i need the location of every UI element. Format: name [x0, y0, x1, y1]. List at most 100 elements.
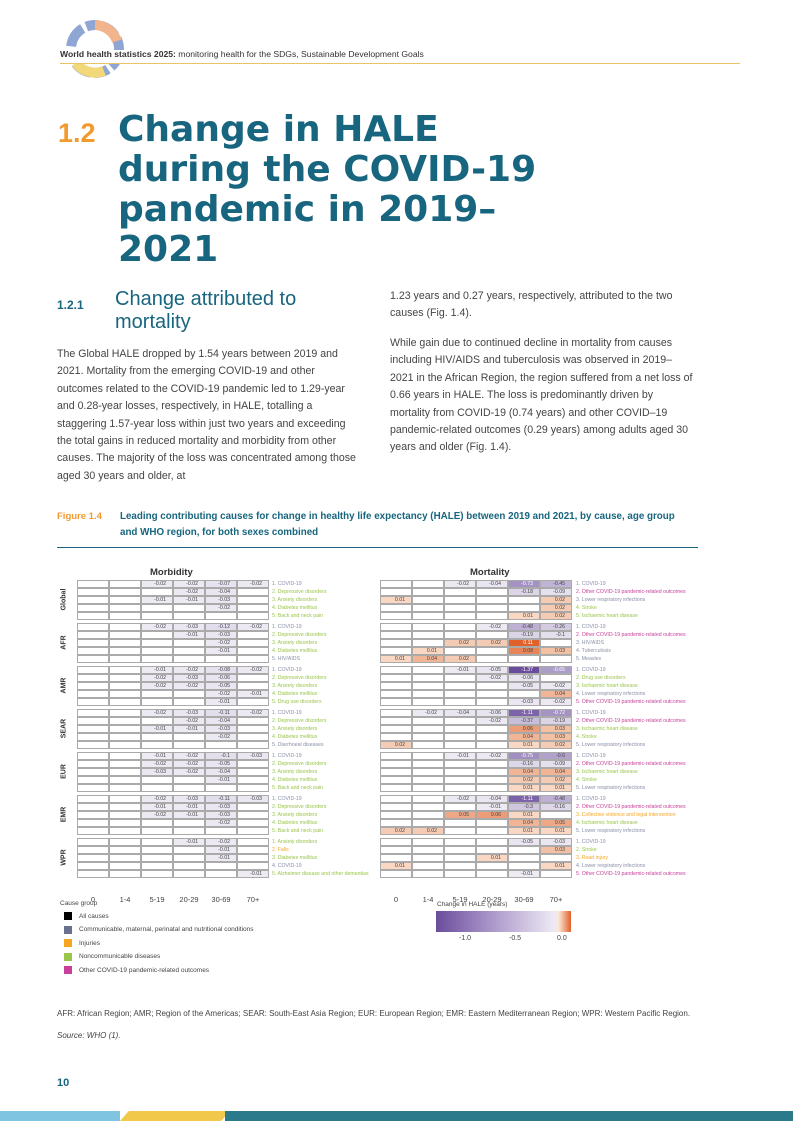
cause-label: 2. Depressive disorders [272, 804, 327, 810]
heatmap-cell [237, 588, 269, 596]
running-header: World health statistics 2025: monitoring… [60, 49, 424, 59]
heatmap-cell [508, 655, 540, 663]
heatmap-cell [237, 717, 269, 725]
heatmap-cell [173, 854, 205, 862]
heatmap-cell [444, 588, 476, 596]
heatmap-cell [444, 733, 476, 741]
heatmap-cell: 0.02 [508, 776, 540, 784]
cause-label: 2. Other COVID-19 pandemic-related outco… [576, 804, 686, 810]
figure-divider [57, 547, 698, 548]
heatmap-cell [77, 709, 109, 717]
cause-label: 5. Drug use disorders [272, 699, 322, 705]
heatmap-cell: -0.02 [141, 709, 173, 717]
heatmap-cell [412, 819, 444, 827]
heatmap-cell: -0.6 [540, 752, 572, 760]
legend-label: Communicable, maternal, perinatal and nu… [79, 926, 254, 933]
heatmap-cell: -0.73 [508, 580, 540, 588]
cause-label: 4. Diabetes mellitus [272, 734, 318, 740]
cause-label: 1. Anxiety disorders [272, 839, 318, 845]
heatmap-cell: -0.01 [205, 776, 237, 784]
heatmap-cell [109, 674, 141, 682]
heatmap-cell [476, 690, 508, 698]
heatmap-cell [412, 862, 444, 870]
heatmap-cell: 0.08 [508, 647, 540, 655]
heatmap-cell [444, 725, 476, 733]
heatmap-cell: 0.01 [508, 811, 540, 819]
heatmap-cell [540, 655, 572, 663]
heatmap-cell [141, 604, 173, 612]
age-tick: 30-69 [514, 895, 534, 904]
heatmap-cell: -0.02 [205, 604, 237, 612]
heatmap-cell [173, 639, 205, 647]
footer-stripe [225, 1111, 793, 1121]
cause-label: 5. HIV/AIDS [272, 656, 300, 662]
heatmap-cell: -1.11 [508, 795, 540, 803]
heatmap-cell: -0.02 [444, 795, 476, 803]
heatmap-cell [141, 827, 173, 835]
age-tick: 1-4 [119, 895, 131, 904]
heatmap-cell: 0.06 [508, 725, 540, 733]
heatmap-cell [444, 698, 476, 706]
heatmap-cell [109, 639, 141, 647]
heatmap-cell [380, 733, 412, 741]
heatmap-cell: 0.04 [540, 768, 572, 776]
heatmap-cell [412, 639, 444, 647]
heatmap-cell [444, 741, 476, 749]
heatmap-cell [380, 760, 412, 768]
cause-label: 5. Measles [576, 656, 602, 662]
heatmap-cell: -0.19 [540, 717, 572, 725]
header-divider [60, 63, 740, 64]
cause-label: 1. COVID-19 [576, 581, 606, 587]
heatmap-cell: 0.06 [476, 811, 508, 819]
cause-label: 2. Depressive disorders [272, 761, 327, 767]
heatmap-cell: -0.03 [237, 795, 269, 803]
heatmap-cell [476, 604, 508, 612]
colorbar [436, 911, 571, 932]
heatmap-cell [476, 612, 508, 620]
cause-label: 3. Diabetes mellitus [272, 855, 318, 861]
heatmap-cell [237, 604, 269, 612]
cause-label: 2. Other COVID-19 pandemic-related outco… [576, 632, 686, 638]
age-tick: 1-4 [422, 895, 434, 904]
cause-label: 5. Lower respiratory infections [576, 785, 646, 791]
heatmap-cell: -0.19 [508, 631, 540, 639]
heatmap-cell: -0.18 [508, 588, 540, 596]
heatmap-cell [109, 827, 141, 835]
heatmap-cell [109, 647, 141, 655]
cause-label: 2. Other COVID-19 pandemic-related outco… [576, 718, 686, 724]
heatmap-cell [109, 768, 141, 776]
heatmap-cell: -0.02 [237, 666, 269, 674]
heatmap-cell [412, 776, 444, 784]
colorbar-tick: 0.0 [557, 935, 567, 942]
heatmap-cell [237, 819, 269, 827]
heatmap-cell: 0.01 [508, 741, 540, 749]
heatmap-cell [380, 725, 412, 733]
heatmap-cell: 0.03 [540, 846, 572, 854]
heatmap-cell [476, 768, 508, 776]
heatmap-cell: 0.04 [508, 733, 540, 741]
heatmap-cell [109, 870, 141, 878]
heatmap-cell: -0.02 [476, 674, 508, 682]
heatmap-cell [237, 776, 269, 784]
heatmap-cell [380, 846, 412, 854]
heatmap-cell [237, 768, 269, 776]
body-paragraph: The Global HALE dropped by 1.54 years be… [57, 348, 356, 482]
heatmap-cell [141, 631, 173, 639]
heatmap-cell: -0.01 [173, 838, 205, 846]
heatmap-cell [380, 803, 412, 811]
heatmap-cell [476, 862, 508, 870]
heatmap-cell: -0.02 [205, 639, 237, 647]
heatmap-cell: -0.09 [540, 588, 572, 596]
heatmap-cell: -0.02 [173, 768, 205, 776]
heatmap-cell [380, 647, 412, 655]
heatmap-cell: -0.04 [205, 588, 237, 596]
heatmap-cell [476, 631, 508, 639]
heatmap-cell [380, 752, 412, 760]
heatmap-cell [380, 854, 412, 862]
heatmap-cell [412, 846, 444, 854]
heatmap-cell: 0.01 [380, 862, 412, 870]
cause-label: 5. Lower respiratory infections [576, 742, 646, 748]
heatmap-cell [109, 588, 141, 596]
heatmap-cell [237, 725, 269, 733]
heatmap-cell: -0.03 [205, 725, 237, 733]
